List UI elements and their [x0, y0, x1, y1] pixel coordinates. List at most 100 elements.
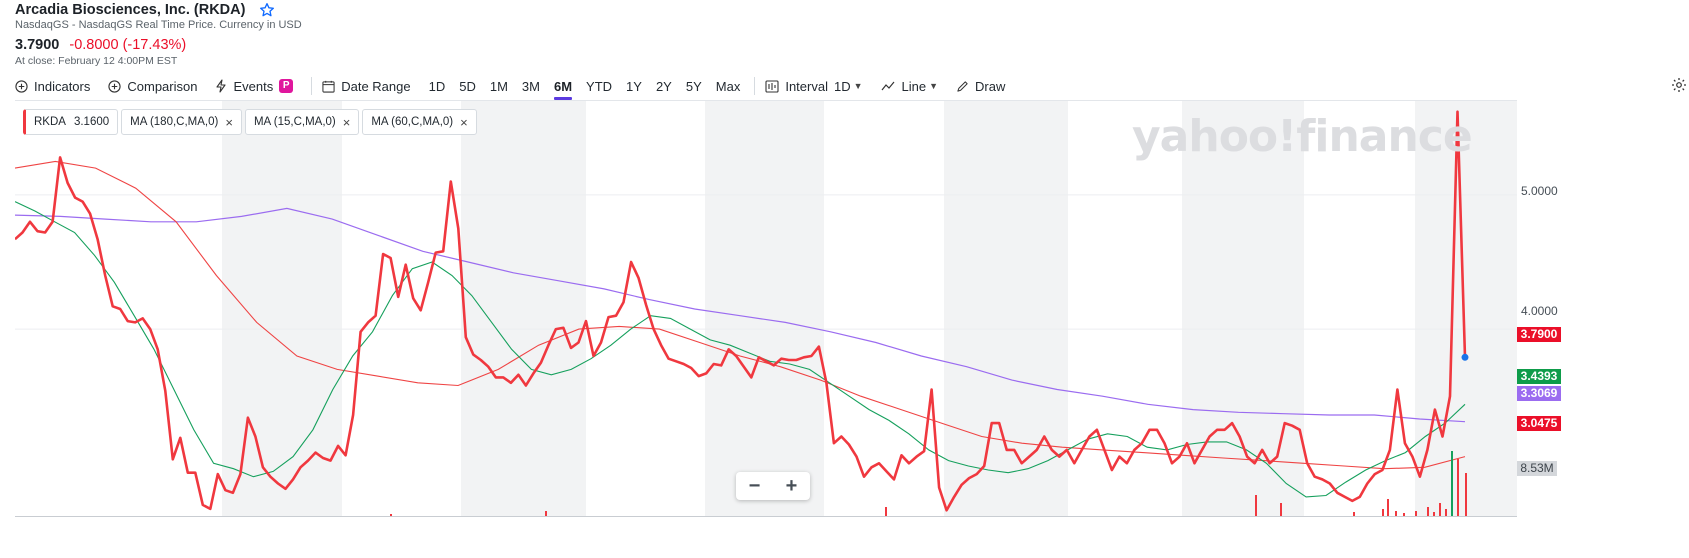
range-1m[interactable]: 1M: [489, 78, 508, 94]
volume-bar: [1465, 473, 1467, 517]
volume-bar: [545, 511, 547, 517]
interval-button[interactable]: Interval 1D ▼: [765, 78, 863, 94]
ma180-line: [15, 207, 1466, 423]
chart-area[interactable]: [15, 100, 1517, 517]
legend-ma180[interactable]: MA (180,C,MA,0) ×: [121, 109, 242, 135]
indicators-label: Indicators: [34, 78, 91, 94]
lightning-icon: [215, 79, 227, 93]
pencil-icon: [956, 80, 969, 93]
settings-gear-icon[interactable]: [1671, 77, 1687, 98]
volume-bar: [885, 507, 887, 517]
ma60-price-tag: 3.0475: [1517, 416, 1561, 431]
volume-bar: [1457, 459, 1459, 517]
close-icon[interactable]: ×: [460, 114, 468, 130]
interval-label: Interval: [785, 78, 828, 94]
legend-ma60[interactable]: MA (60,C,MA,0) ×: [362, 109, 477, 135]
chart-legend: RKDA 3.1600 MA (180,C,MA,0) × MA (15,C,M…: [23, 109, 480, 135]
month-band: [944, 101, 1068, 517]
comparison-button[interactable]: Comparison: [108, 79, 197, 94]
zoom-out-button[interactable]: −: [748, 474, 761, 497]
y-axis-tick: 5.0000: [1521, 184, 1558, 198]
price-line: [15, 110, 1467, 512]
range-1d[interactable]: 1D: [428, 78, 446, 94]
volume-bar: [1415, 511, 1417, 517]
yahoo-finance-watermark: yahoo!finance: [1132, 111, 1473, 162]
volume-bar: [1395, 511, 1397, 517]
toolbar-divider: [311, 77, 313, 95]
price-chart[interactable]: [15, 101, 1517, 517]
volume-bar: [1445, 509, 1447, 517]
line-chart-icon: [881, 80, 896, 92]
plus-circle-icon: [15, 79, 28, 93]
draw-button[interactable]: Draw: [956, 79, 1005, 94]
price-change: -0.8000 (-17.43%): [69, 37, 187, 53]
volume-bar: [1433, 512, 1435, 517]
events-badge: P: [279, 79, 294, 93]
calendar-icon: [322, 80, 335, 93]
indicators-button[interactable]: Indicators: [15, 79, 90, 94]
volume-tag: 8.53M: [1517, 461, 1557, 476]
ma180-price-tag: 3.3069: [1517, 386, 1561, 401]
chevron-down-icon: ▼: [929, 81, 939, 91]
last-price-tag: 3.7900: [1517, 327, 1561, 342]
watchlist-star-icon[interactable]: [259, 2, 275, 18]
close-icon[interactable]: ×: [342, 114, 351, 130]
close-icon[interactable]: ×: [225, 114, 233, 130]
chart-toolbar: Indicators Comparison Events P Date Rang…: [15, 76, 1023, 100]
date-range-label: Date Range: [341, 78, 411, 94]
draw-label: Draw: [975, 78, 1006, 94]
legend-ma180-label: MA (180,C,MA,0): [130, 116, 219, 128]
range-3m[interactable]: 3M: [521, 78, 540, 94]
month-band: [705, 101, 824, 517]
events-label: Events: [233, 78, 274, 94]
current-price: 3.7900: [15, 37, 60, 53]
ma15-price-tag: 3.4393: [1517, 369, 1561, 384]
comparison-label: Comparison: [127, 78, 198, 94]
range-max[interactable]: Max: [715, 78, 741, 94]
chart-type-button[interactable]: Line ▼: [881, 78, 939, 94]
legend-ma15-label: MA (15,C,MA,0): [253, 116, 336, 128]
close-time: At close: February 12 4:00PM EST: [15, 55, 178, 67]
plus-circle-icon: [108, 79, 122, 93]
toolbar-divider: [754, 77, 756, 95]
company-title: Arcadia Biosciences, Inc. (RKDA): [15, 1, 246, 18]
legend-ma60-label: MA (60,C,MA,0): [371, 116, 454, 128]
legend-symbol-value: 3.1600: [73, 116, 110, 128]
zoom-controls: − +: [736, 472, 810, 500]
volume-bar: [1439, 503, 1441, 517]
quote-header: Arcadia Biosciences, Inc. (RKDA) NasdaqG…: [15, 0, 302, 68]
ma60-line: [15, 160, 1466, 470]
candles-icon: [765, 79, 779, 93]
range-1y[interactable]: 1Y: [626, 78, 642, 94]
volume-bar: [1387, 499, 1389, 517]
range-5d[interactable]: 5D: [459, 78, 476, 94]
chevron-down-icon: ▼: [853, 81, 863, 91]
range-5y[interactable]: 5Y: [685, 78, 702, 94]
date-range-button[interactable]: Date Range: [322, 78, 411, 94]
chart-type-label: Line: [901, 78, 927, 94]
volume-bar: [1451, 451, 1453, 517]
range-6m[interactable]: 6M: [553, 78, 573, 100]
volume-bar: [1353, 512, 1355, 517]
legend-symbol[interactable]: RKDA 3.1600: [23, 109, 119, 135]
x-axis-line: [15, 516, 1517, 517]
volume-bar: [1382, 509, 1384, 517]
interval-value: 1D: [833, 78, 851, 94]
volume-bar: [390, 514, 392, 517]
exchange-subtitle: NasdaqGS - NasdaqGS Real Time Price. Cur…: [15, 19, 302, 31]
last-price-dot: [1461, 353, 1469, 361]
y-axis-tick: 4.0000: [1521, 304, 1558, 318]
volume-bar: [1427, 507, 1429, 517]
zoom-in-button[interactable]: +: [785, 474, 798, 497]
volume-bar: [1280, 503, 1282, 517]
events-button[interactable]: Events P: [215, 78, 294, 94]
range-ytd[interactable]: YTD: [586, 78, 613, 94]
legend-ma15[interactable]: MA (15,C,MA,0) ×: [244, 109, 360, 135]
month-band: [1415, 101, 1517, 517]
ma15-line: [15, 201, 1466, 498]
range-2y[interactable]: 2Y: [655, 78, 672, 94]
volume-bar: [1403, 513, 1405, 517]
month-band: [222, 101, 342, 517]
month-band: [461, 101, 586, 517]
volume-bar: [1255, 495, 1257, 517]
